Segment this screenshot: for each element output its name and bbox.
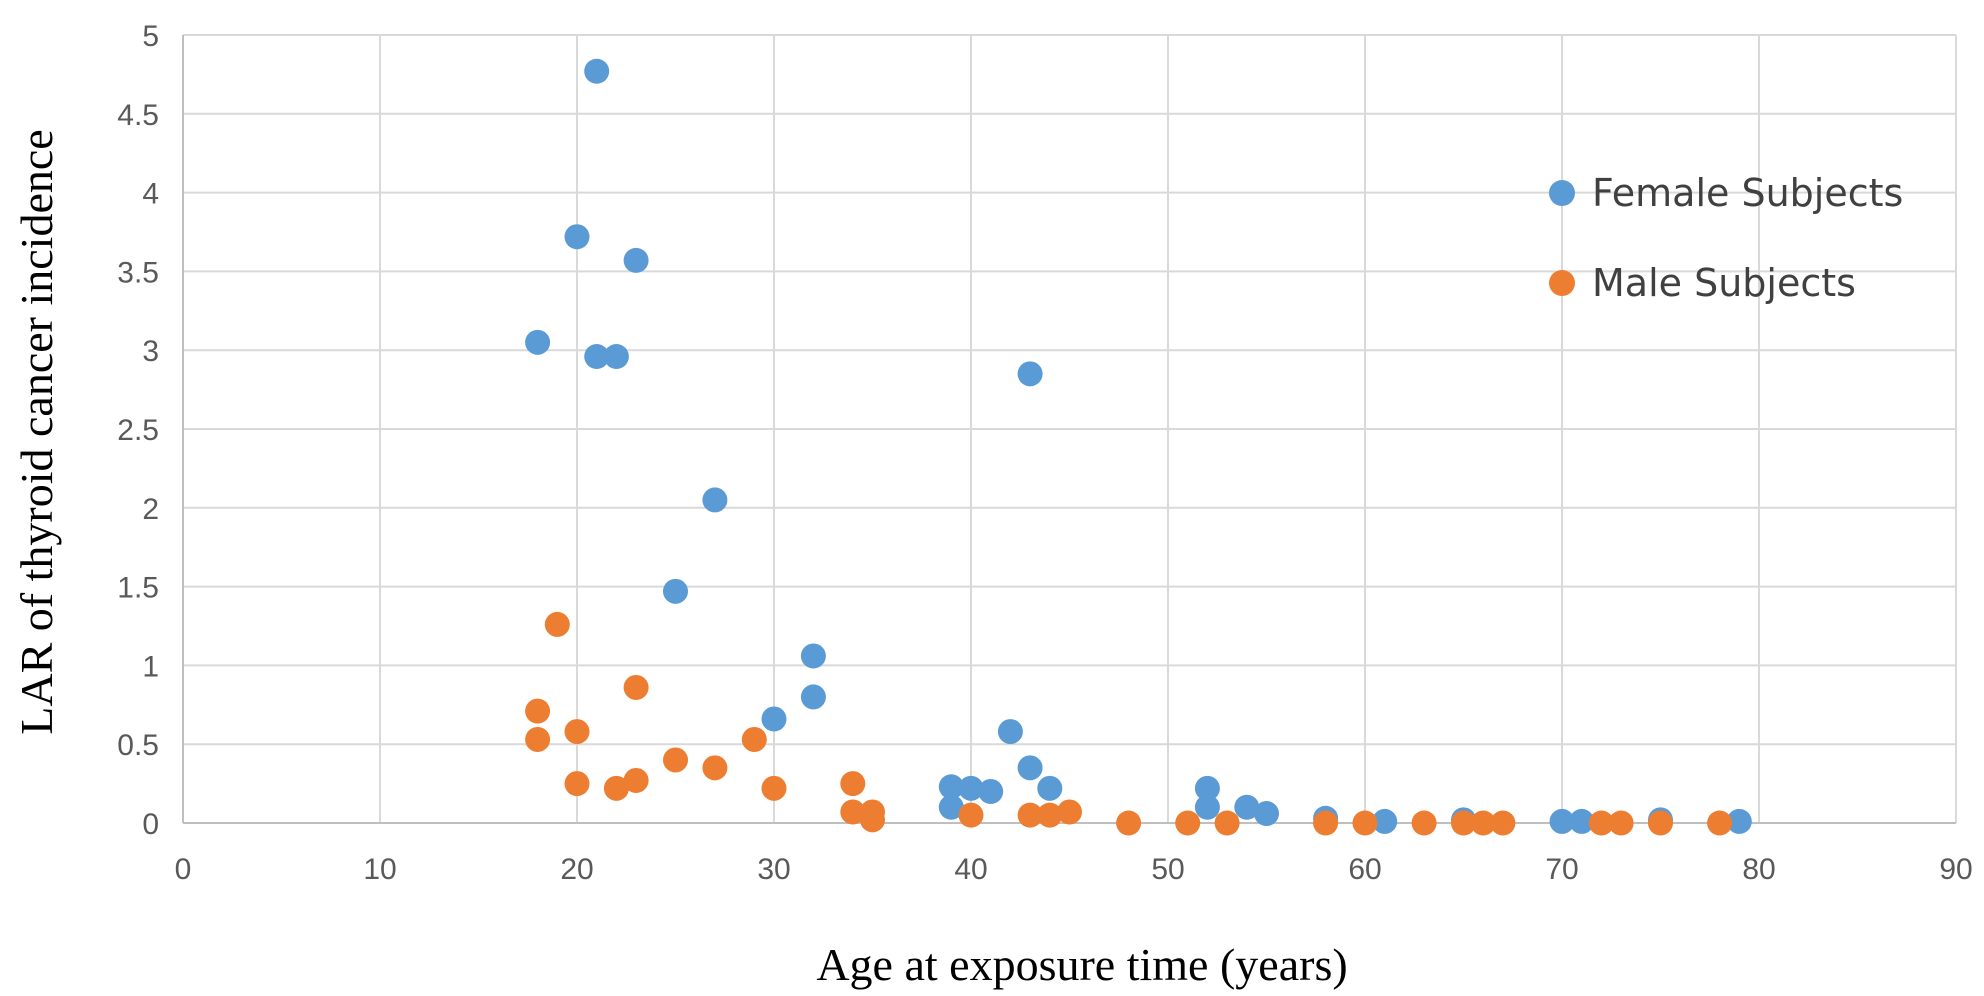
x-tick-label: 20 [560, 853, 593, 886]
data-point [603, 344, 629, 370]
data-point [1017, 755, 1043, 781]
y-tick-label: 4 [142, 178, 159, 211]
data-point [840, 771, 866, 797]
legend-marker-female [1549, 180, 1575, 206]
data-point [564, 771, 590, 797]
y-tick-label: 1.5 [117, 572, 159, 605]
y-tick-label: 2.5 [117, 414, 159, 447]
data-point [1411, 810, 1437, 836]
data-point [623, 247, 649, 273]
data-point [978, 778, 1004, 804]
data-point [761, 775, 787, 801]
data-point [741, 726, 767, 752]
x-tick-label: 40 [954, 853, 987, 886]
y-axis-title: LAR of thyroid cancer incidence [11, 129, 62, 734]
data-point [1352, 810, 1378, 836]
data-point [525, 329, 551, 355]
data-point [1549, 808, 1575, 834]
data-point [702, 755, 728, 781]
y-tick-label: 5 [142, 20, 159, 53]
data-point [1490, 810, 1516, 836]
x-tick-label: 70 [1545, 853, 1578, 886]
data-point [1470, 810, 1496, 836]
data-point [1608, 810, 1634, 836]
data-point [1116, 810, 1142, 836]
data-point [1726, 808, 1752, 834]
data-point [1175, 810, 1201, 836]
data-point [938, 794, 964, 820]
data-point [840, 799, 866, 825]
data-point [938, 774, 964, 800]
data-point [1451, 810, 1476, 836]
y-tick-labels: 0 0.5 1 1.5 2 2.5 3 3.5 4 4.5 5 [117, 20, 159, 841]
x-tick-label: 30 [757, 853, 790, 886]
data-point [623, 767, 649, 793]
data-point [800, 684, 826, 710]
data-point [1017, 361, 1043, 387]
legend-label-male: Male Subjects [1592, 261, 1856, 305]
data-point [1214, 810, 1240, 836]
x-tick-label: 0 [175, 853, 192, 886]
x-axis-title: Age at exposure time (years) [816, 939, 1347, 990]
data-point [525, 726, 551, 752]
data-point [1372, 808, 1398, 834]
x-tick-label: 10 [363, 853, 396, 886]
y-tick-label: 0.5 [117, 729, 159, 762]
data-point [958, 775, 984, 801]
y-tick-label: 3.5 [117, 256, 159, 289]
data-point [1313, 810, 1339, 836]
data-point [584, 58, 610, 84]
legend: Female Subjects Male Subjects [1549, 171, 1903, 305]
data-point [1037, 802, 1063, 828]
data-point [663, 578, 688, 604]
data-point [564, 719, 590, 745]
y-tick-label: 4.5 [117, 99, 159, 132]
data-point [1254, 801, 1279, 827]
data-point [623, 674, 649, 700]
data-point [1057, 799, 1082, 825]
data-point [663, 747, 688, 773]
data-point [702, 487, 728, 513]
data-point [1234, 794, 1260, 820]
data-point [800, 643, 826, 669]
y-tick-label: 3 [142, 335, 159, 368]
x-tick-label: 80 [1742, 853, 1775, 886]
data-point [1017, 802, 1043, 828]
series-female [525, 58, 1752, 834]
x-tick-label: 50 [1151, 853, 1184, 886]
data-point [564, 224, 590, 250]
y-tick-label: 1 [142, 650, 159, 683]
legend-marker-male [1549, 270, 1575, 296]
data-point [544, 611, 570, 637]
data-point [1707, 810, 1733, 836]
data-point [1648, 810, 1673, 836]
x-tick-label: 60 [1348, 853, 1381, 886]
data-point [958, 802, 984, 828]
legend-label-female: Female Subjects [1592, 171, 1903, 215]
data-point [584, 344, 610, 370]
data-point [1588, 810, 1614, 836]
y-tick-label: 2 [142, 493, 159, 526]
grid-lines [183, 34, 1957, 823]
data-point [761, 706, 787, 732]
data-point [1194, 775, 1220, 801]
x-tick-label: 90 [1939, 853, 1972, 886]
data-point [1194, 794, 1220, 820]
data-point [525, 698, 551, 724]
x-tick-labels: 0 10 20 30 40 50 60 70 80 90 [175, 853, 1973, 886]
data-point [1569, 808, 1595, 834]
data-point [997, 719, 1023, 745]
y-tick-label: 0 [142, 808, 159, 841]
series-male [525, 611, 1733, 836]
data-point [603, 775, 629, 801]
data-point [860, 807, 885, 833]
data-point [1037, 775, 1063, 801]
data-points [525, 58, 1752, 836]
